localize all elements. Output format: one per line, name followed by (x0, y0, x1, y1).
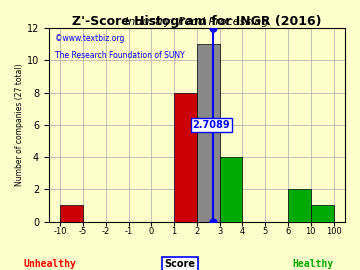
Text: Industry: Food Processing: Industry: Food Processing (125, 17, 269, 27)
Bar (60, 205, 83, 222)
Text: Unhealthy: Unhealthy (24, 259, 77, 269)
Bar (220, 157, 243, 222)
Text: Healthy: Healthy (293, 259, 334, 269)
Bar (197, 44, 220, 222)
Y-axis label: Number of companies (27 total): Number of companies (27 total) (15, 63, 24, 186)
Bar (311, 205, 334, 222)
Bar (288, 189, 311, 222)
Text: 2.7089: 2.7089 (193, 120, 230, 130)
Title: Z'-Score Histogram for INGR (2016): Z'-Score Histogram for INGR (2016) (72, 15, 322, 28)
Text: The Research Foundation of SUNY: The Research Foundation of SUNY (55, 51, 185, 60)
Text: ©www.textbiz.org: ©www.textbiz.org (55, 34, 124, 43)
Bar (174, 93, 197, 222)
Text: Score: Score (165, 259, 195, 269)
